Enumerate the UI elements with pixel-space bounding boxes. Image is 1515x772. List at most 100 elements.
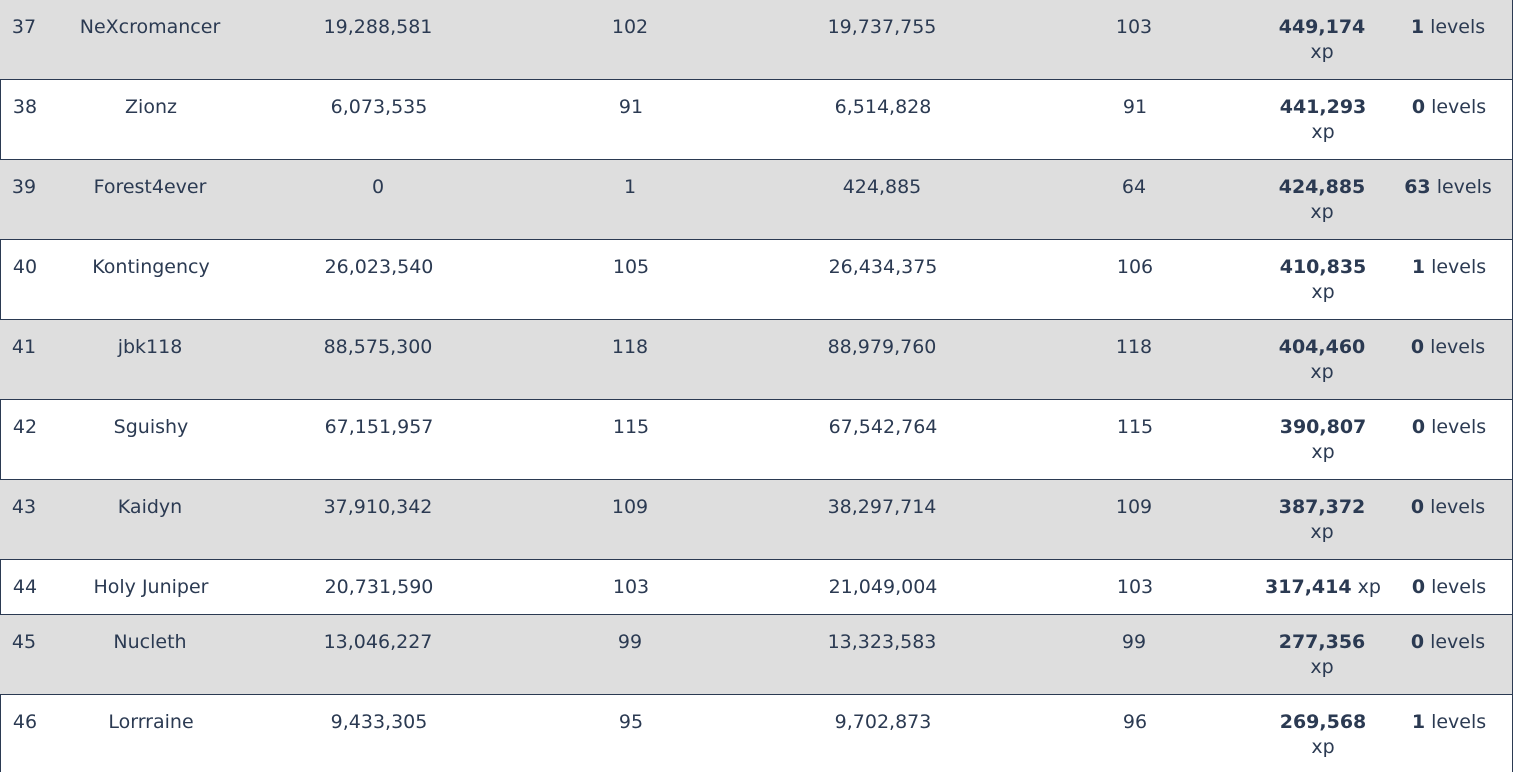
gained-xp-cell: 449,174 xp (1262, 15, 1382, 65)
end-xp-cell: 6,514,828 (834, 96, 932, 118)
gained-levels-cell: 0 levels (1388, 630, 1508, 655)
gained-xp-value: 404,460 (1278, 336, 1366, 358)
xp-unit: xp (1310, 361, 1334, 383)
gained-xp-value: 387,372 (1278, 496, 1366, 518)
start-xp-cell: 26,023,540 (324, 256, 434, 278)
player-name: Sguishy (113, 416, 189, 438)
gained-levels-cell: 1 levels (1388, 15, 1508, 40)
gained-levels-cell: 0 levels (1388, 335, 1508, 360)
start-level-cell: 99 (617, 631, 643, 653)
end-level-cell: 115 (1116, 416, 1154, 438)
table-row: 41 jbk118 88,575,300 118 88,979,760 118 … (0, 320, 1512, 400)
gained-xp-cell: 390,807 xp (1263, 415, 1383, 465)
gained-xp-value: 277,356 (1278, 631, 1366, 653)
xp-unit: xp (1311, 441, 1335, 463)
xp-unit: xp (1311, 281, 1335, 303)
gained-levels-cell: 0 levels (1389, 575, 1509, 600)
gained-levels-value: 0 (1410, 496, 1425, 518)
gained-xp-value: 441,293 (1279, 96, 1367, 118)
rank-cell: 42 (12, 416, 38, 438)
end-xp-cell: 21,049,004 (828, 576, 938, 598)
rank-cell: 37 (11, 16, 37, 38)
start-xp-cell: 20,731,590 (324, 576, 434, 598)
table-row: 40 Kontingency 26,023,540 105 26,434,375… (0, 240, 1512, 320)
gained-levels-cell: 0 levels (1388, 495, 1508, 520)
gained-xp-value: 317,414 (1265, 576, 1352, 598)
start-level-cell: 1 (623, 176, 637, 198)
end-level-cell: 64 (1121, 176, 1147, 198)
start-level-cell: 95 (618, 711, 644, 733)
rank-cell: 41 (11, 336, 37, 358)
xp-unit: xp (1311, 121, 1335, 143)
start-xp-cell: 67,151,957 (324, 416, 434, 438)
end-xp-cell: 424,885 (842, 176, 922, 198)
table-row: 44 Holy Juniper 20,731,590 103 21,049,00… (0, 560, 1512, 615)
gained-xp-cell: 387,372 xp (1262, 495, 1382, 545)
rank-cell: 40 (12, 256, 38, 278)
end-xp-cell: 19,737,755 (827, 16, 937, 38)
start-xp-cell: 9,433,305 (330, 711, 428, 733)
table-row: 45 Nucleth 13,046,227 99 13,323,583 99 2… (0, 615, 1512, 695)
start-xp-cell: 19,288,581 (323, 16, 433, 38)
start-xp-cell: 37,910,342 (323, 496, 433, 518)
gained-levels-value: 1 (1411, 711, 1426, 733)
table-row: 38 Zionz 6,073,535 91 6,514,828 91 441,2… (0, 80, 1512, 160)
player-name: Kaidyn (117, 496, 183, 518)
levels-unit: levels (1430, 336, 1486, 358)
end-xp-cell: 38,297,714 (827, 496, 937, 518)
end-level-cell: 99 (1121, 631, 1147, 653)
player-name: NeXcromancer (79, 16, 221, 38)
start-xp-cell: 6,073,535 (330, 96, 428, 118)
end-level-cell: 109 (1115, 496, 1153, 518)
levels-unit: levels (1436, 176, 1492, 198)
rank-cell: 43 (11, 496, 37, 518)
gained-levels-value: 63 (1404, 176, 1431, 198)
gained-xp-cell: 269,568 xp (1263, 710, 1383, 760)
levels-unit: levels (1430, 496, 1486, 518)
gained-levels-value: 0 (1411, 96, 1426, 118)
gained-xp-cell: 317,414 xp (1263, 575, 1383, 600)
start-xp-cell: 88,575,300 (323, 336, 433, 358)
levels-unit: levels (1430, 16, 1486, 38)
player-name: jbk118 (117, 336, 183, 358)
end-level-cell: 103 (1115, 16, 1153, 38)
gained-xp-cell: 441,293 xp (1263, 95, 1383, 145)
gained-levels-value: 0 (1411, 576, 1426, 598)
gained-xp-value: 410,835 (1279, 256, 1367, 278)
gained-levels-value: 1 (1411, 256, 1426, 278)
levels-unit: levels (1431, 256, 1487, 278)
end-level-cell: 106 (1116, 256, 1154, 278)
gained-xp-cell: 277,356 xp (1262, 630, 1382, 680)
end-level-cell: 118 (1115, 336, 1153, 358)
end-xp-cell: 13,323,583 (827, 631, 937, 653)
rank-cell: 45 (11, 631, 37, 653)
levels-unit: levels (1431, 96, 1487, 118)
gained-levels-value: 1 (1410, 16, 1425, 38)
gained-xp-value: 424,885 (1278, 176, 1366, 198)
start-level-cell: 109 (611, 496, 649, 518)
rank-cell: 46 (12, 711, 38, 733)
xp-unit: xp (1310, 656, 1334, 678)
gained-levels-cell: 0 levels (1389, 95, 1509, 120)
rank-cell: 38 (12, 96, 38, 118)
levels-unit: levels (1431, 576, 1487, 598)
rank-cell: 39 (11, 176, 37, 198)
gained-levels-cell: 63 levels (1388, 175, 1508, 200)
end-xp-cell: 67,542,764 (828, 416, 938, 438)
levels-unit: levels (1431, 711, 1487, 733)
gained-xp-value: 449,174 (1278, 16, 1366, 38)
xp-unit: xp (1310, 41, 1334, 63)
gained-xp-cell: 424,885 xp (1262, 175, 1382, 225)
start-level-cell: 102 (611, 16, 649, 38)
gained-levels-cell: 1 levels (1389, 255, 1509, 280)
gained-xp-cell: 410,835 xp (1263, 255, 1383, 305)
table-row: 46 Lorrraine 9,433,305 95 9,702,873 96 2… (0, 695, 1512, 772)
gained-levels-value: 0 (1410, 336, 1425, 358)
xp-unit: xp (1310, 201, 1334, 223)
table-row: 37 NeXcromancer 19,288,581 102 19,737,75… (0, 0, 1512, 80)
player-name: Kontingency (92, 256, 210, 278)
xp-unit: xp (1357, 576, 1381, 598)
table-row: 42 Sguishy 67,151,957 115 67,542,764 115… (0, 400, 1512, 480)
start-level-cell: 115 (612, 416, 650, 438)
